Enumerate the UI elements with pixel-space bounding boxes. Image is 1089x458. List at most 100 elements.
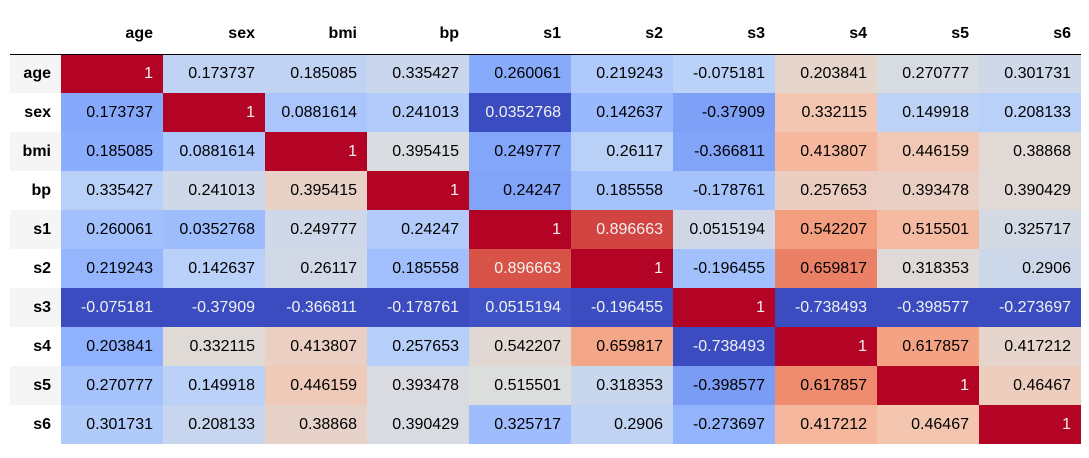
heatmap-cell-s2-s6: 0.2906 <box>979 249 1081 288</box>
column-header-s6: s6 <box>979 14 1081 55</box>
heatmap-cell-bmi-s4: 0.413807 <box>775 132 877 171</box>
heatmap-cell-s4-bmi: 0.413807 <box>265 327 367 366</box>
table-row-s4: s4 0.203841 0.332115 0.413807 0.257653 0.5422… <box>10 327 1081 366</box>
heatmap-cell-age-sex: 0.173737 <box>163 54 265 93</box>
column-header-bmi: bmi <box>265 14 367 55</box>
heatmap-cell-s2-sex: 0.142637 <box>163 249 265 288</box>
heatmap-cell-s4-age: 0.203841 <box>61 327 163 366</box>
row-header-age: age <box>10 54 61 93</box>
heatmap-cell-bp-s3: -0.178761 <box>673 171 775 210</box>
heatmap-cell-s1-s3: 0.0515194 <box>673 210 775 249</box>
heatmap-cell-sex-s4: 0.332115 <box>775 93 877 132</box>
heatmap-cell-sex-bmi: 0.0881614 <box>265 93 367 132</box>
column-header-s2: s2 <box>571 14 673 55</box>
heatmap-cell-age-s6: 0.301731 <box>979 54 1081 93</box>
heatmap-cell-s5-s6: 0.46467 <box>979 366 1081 405</box>
heatmap-cell-bp-bmi: 0.395415 <box>265 171 367 210</box>
table-row-s6: s6 0.301731 0.208133 0.38868 0.390429 0.32571… <box>10 405 1081 444</box>
heatmap-cell-s2-age: 0.219243 <box>61 249 163 288</box>
row-header-bmi: bmi <box>10 132 61 171</box>
row-header-bp: bp <box>10 171 61 210</box>
heatmap-cell-s3-bmi: -0.366811 <box>265 288 367 327</box>
heatmap-cell-bp-s6: 0.390429 <box>979 171 1081 210</box>
heatmap-cell-s4-sex: 0.332115 <box>163 327 265 366</box>
heatmap-cell-s1-sex: 0.0352768 <box>163 210 265 249</box>
heatmap-cell-bmi-s2: 0.26117 <box>571 132 673 171</box>
heatmap-cell-bmi-bp: 0.395415 <box>367 132 469 171</box>
heatmap-cell-sex-s1: 0.0352768 <box>469 93 571 132</box>
heatmap-cell-bmi-age: 0.185085 <box>61 132 163 171</box>
heatmap-cell-bp-s5: 0.393478 <box>877 171 979 210</box>
heatmap-cell-s3-s1: 0.0515194 <box>469 288 571 327</box>
heatmap-cell-s4-s2: 0.659817 <box>571 327 673 366</box>
heatmap-cell-bmi-s1: 0.249777 <box>469 132 571 171</box>
heatmap-cell-s5-sex: 0.149918 <box>163 366 265 405</box>
heatmap-cell-bmi-bmi: 1 <box>265 132 367 171</box>
heatmap-cell-age-bmi: 0.185085 <box>265 54 367 93</box>
heatmap-cell-s6-s4: 0.417212 <box>775 405 877 444</box>
column-header-sex: sex <box>163 14 265 55</box>
heatmap-cell-age-bp: 0.335427 <box>367 54 469 93</box>
correlation-table: age sex bmi bp s1 s2 s3 s4 s5 s6 age 1 0.1… <box>10 14 1081 444</box>
table-body: age 1 0.173737 0.185085 0.335427 0.260061 0.21… <box>10 54 1081 444</box>
heatmap-cell-s6-s5: 0.46467 <box>877 405 979 444</box>
heatmap-cell-bp-bp: 1 <box>367 171 469 210</box>
heatmap-cell-s5-s1: 0.515501 <box>469 366 571 405</box>
heatmap-cell-s3-s5: -0.398577 <box>877 288 979 327</box>
column-header-bp: bp <box>367 14 469 55</box>
heatmap-cell-age-s1: 0.260061 <box>469 54 571 93</box>
heatmap-cell-s6-s2: 0.2906 <box>571 405 673 444</box>
table-row-s3: s3 -0.075181 -0.37909 -0.366811 -0.178761 0.0… <box>10 288 1081 327</box>
heatmap-cell-age-age: 1 <box>61 54 163 93</box>
heatmap-cell-s6-s1: 0.325717 <box>469 405 571 444</box>
header-row: age sex bmi bp s1 s2 s3 s4 s5 s6 <box>10 14 1081 55</box>
heatmap-cell-s5-s4: 0.617857 <box>775 366 877 405</box>
heatmap-cell-s3-s2: -0.196455 <box>571 288 673 327</box>
row-header-sex: sex <box>10 93 61 132</box>
row-header-s2: s2 <box>10 249 61 288</box>
heatmap-cell-s5-age: 0.270777 <box>61 366 163 405</box>
heatmap-cell-s4-s3: -0.738493 <box>673 327 775 366</box>
heatmap-cell-s1-s6: 0.325717 <box>979 210 1081 249</box>
row-header-s1: s1 <box>10 210 61 249</box>
heatmap-cell-s6-s6: 1 <box>979 405 1081 444</box>
heatmap-cell-s3-s6: -0.273697 <box>979 288 1081 327</box>
heatmap-cell-s5-s2: 0.318353 <box>571 366 673 405</box>
heatmap-cell-s3-age: -0.075181 <box>61 288 163 327</box>
heatmap-cell-s1-s1: 1 <box>469 210 571 249</box>
heatmap-cell-bmi-s6: 0.38868 <box>979 132 1081 171</box>
table-row-age: age 1 0.173737 0.185085 0.335427 0.260061 0.21… <box>10 54 1081 93</box>
corner-cell <box>10 14 61 55</box>
column-header-s5: s5 <box>877 14 979 55</box>
row-header-s4: s4 <box>10 327 61 366</box>
heatmap-cell-sex-s5: 0.149918 <box>877 93 979 132</box>
row-header-s6: s6 <box>10 405 61 444</box>
table-row-s1: s1 0.260061 0.0352768 0.249777 0.24247 1 0.896… <box>10 210 1081 249</box>
table-row-bp: bp 0.335427 0.241013 0.395415 1 0.24247 0.1855… <box>10 171 1081 210</box>
heatmap-cell-age-s3: -0.075181 <box>673 54 775 93</box>
column-header-s4: s4 <box>775 14 877 55</box>
heatmap-cell-s1-s4: 0.542207 <box>775 210 877 249</box>
heatmap-cell-s2-s3: -0.196455 <box>673 249 775 288</box>
heatmap-cell-s3-sex: -0.37909 <box>163 288 265 327</box>
heatmap-cell-s5-s3: -0.398577 <box>673 366 775 405</box>
heatmap-cell-sex-bp: 0.241013 <box>367 93 469 132</box>
heatmap-cell-s4-s6: 0.417212 <box>979 327 1081 366</box>
heatmap-cell-s4-s5: 0.617857 <box>877 327 979 366</box>
row-header-s5: s5 <box>10 366 61 405</box>
heatmap-cell-age-s4: 0.203841 <box>775 54 877 93</box>
heatmap-cell-s2-s2: 1 <box>571 249 673 288</box>
heatmap-cell-bp-sex: 0.241013 <box>163 171 265 210</box>
heatmap-cell-s2-s4: 0.659817 <box>775 249 877 288</box>
heatmap-cell-s1-bp: 0.24247 <box>367 210 469 249</box>
heatmap-cell-s5-s5: 1 <box>877 366 979 405</box>
heatmap-cell-sex-s6: 0.208133 <box>979 93 1081 132</box>
heatmap-cell-sex-s3: -0.37909 <box>673 93 775 132</box>
heatmap-cell-age-s2: 0.219243 <box>571 54 673 93</box>
table-row-s5: s5 0.270777 0.149918 0.446159 0.393478 0.5155… <box>10 366 1081 405</box>
table-header: age sex bmi bp s1 s2 s3 s4 s5 s6 <box>10 14 1081 55</box>
heatmap-cell-s1-bmi: 0.249777 <box>265 210 367 249</box>
table-row-s2: s2 0.219243 0.142637 0.26117 0.185558 0.89666… <box>10 249 1081 288</box>
heatmap-cell-s2-bp: 0.185558 <box>367 249 469 288</box>
table-row-sex: sex 0.173737 1 0.0881614 0.241013 0.0352768 0.… <box>10 93 1081 132</box>
